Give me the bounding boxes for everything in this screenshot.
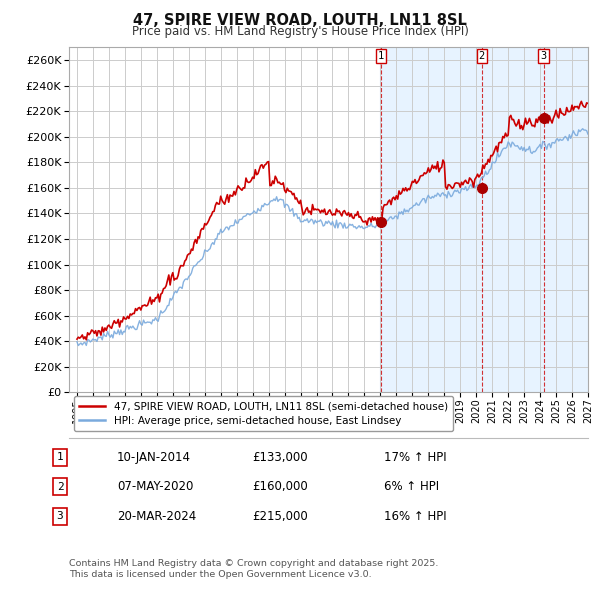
Legend: 47, SPIRE VIEW ROAD, LOUTH, LN11 8SL (semi-detached house), HPI: Average price, : 47, SPIRE VIEW ROAD, LOUTH, LN11 8SL (se…: [74, 396, 453, 431]
Text: 2: 2: [479, 51, 485, 61]
Text: 17% ↑ HPI: 17% ↑ HPI: [384, 451, 446, 464]
Bar: [380, 47, 600, 392]
Text: 16% ↑ HPI: 16% ↑ HPI: [384, 510, 446, 523]
Text: 07-MAY-2020: 07-MAY-2020: [117, 480, 193, 493]
Text: 10-JAN-2014: 10-JAN-2014: [117, 451, 191, 464]
Text: 2: 2: [56, 482, 64, 491]
Text: £133,000: £133,000: [252, 451, 308, 464]
Text: 1: 1: [56, 453, 64, 462]
Text: 20-MAR-2024: 20-MAR-2024: [117, 510, 196, 523]
Text: 3: 3: [56, 512, 64, 521]
Text: 47, SPIRE VIEW ROAD, LOUTH, LN11 8SL: 47, SPIRE VIEW ROAD, LOUTH, LN11 8SL: [133, 13, 467, 28]
Text: £215,000: £215,000: [252, 510, 308, 523]
Text: £160,000: £160,000: [252, 480, 308, 493]
Text: Contains HM Land Registry data © Crown copyright and database right 2025.
This d: Contains HM Land Registry data © Crown c…: [69, 559, 439, 579]
Text: 6% ↑ HPI: 6% ↑ HPI: [384, 480, 439, 493]
Text: Price paid vs. HM Land Registry's House Price Index (HPI): Price paid vs. HM Land Registry's House …: [131, 25, 469, 38]
Text: 1: 1: [378, 51, 384, 61]
Text: 3: 3: [541, 51, 547, 61]
